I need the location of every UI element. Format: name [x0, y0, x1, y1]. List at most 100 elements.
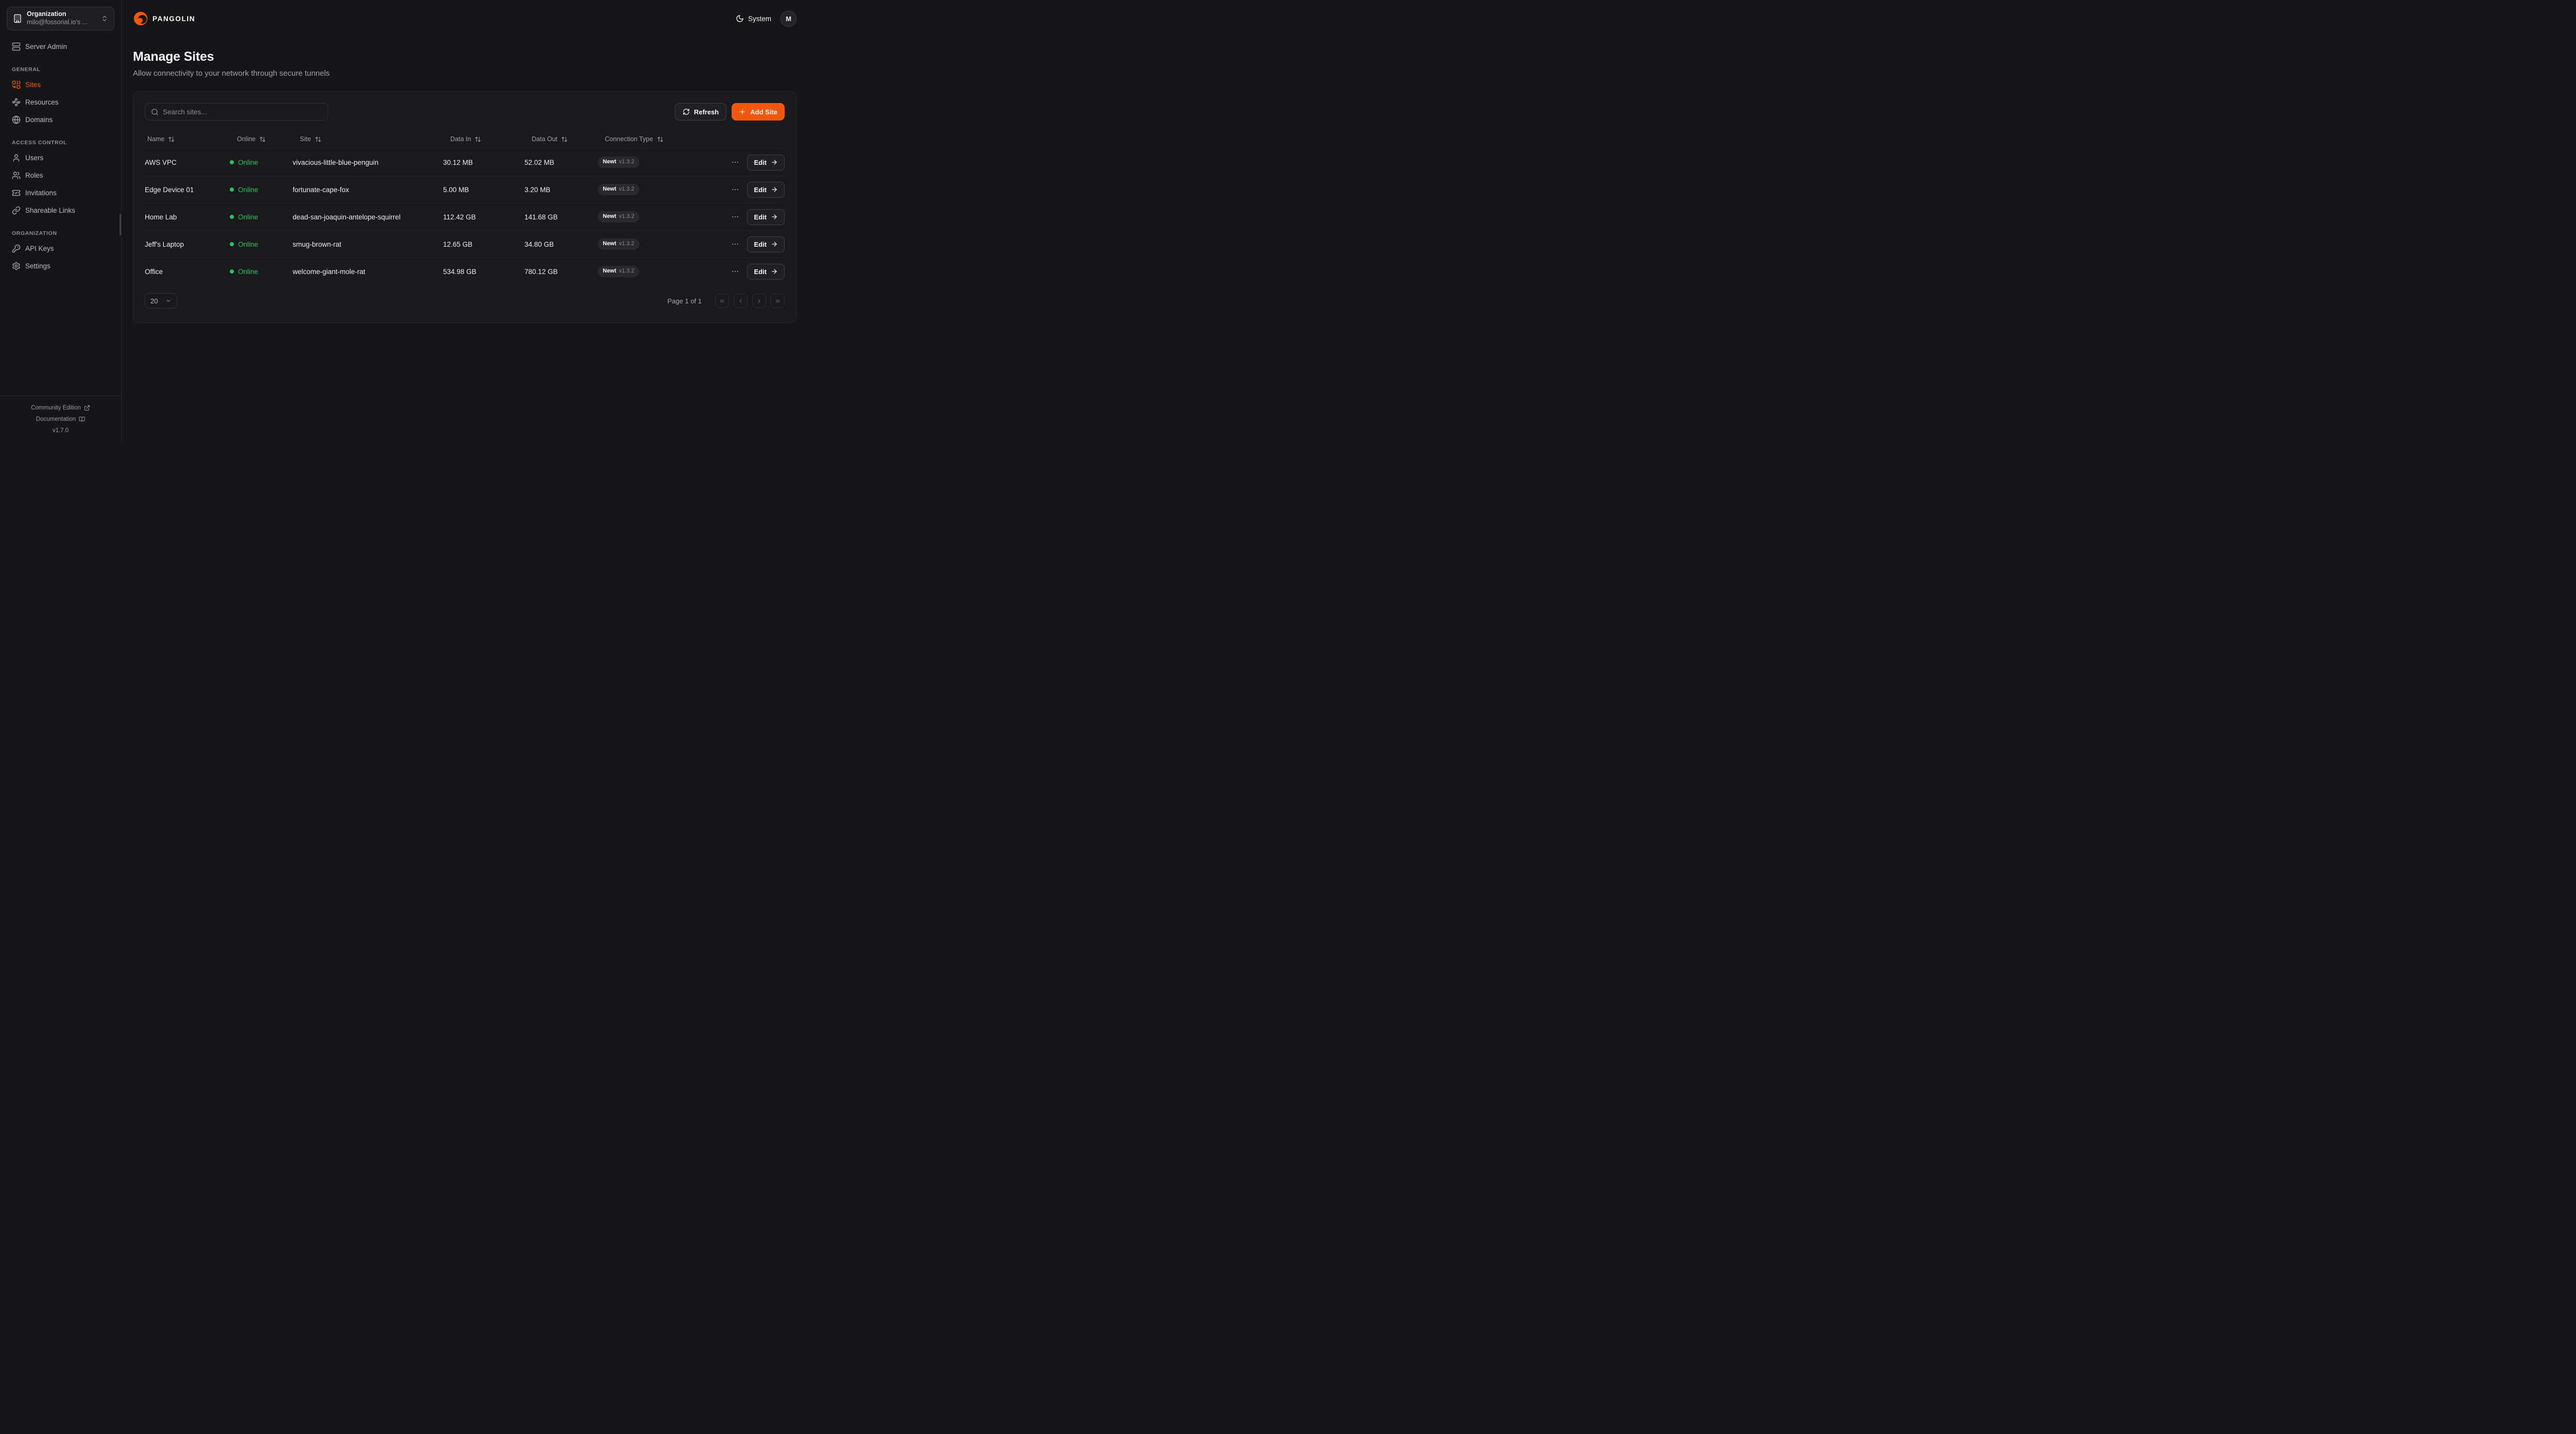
edit-button[interactable]: Edit — [747, 236, 785, 252]
connection-badge: Newt v1.3.2 — [598, 266, 640, 277]
theme-label: System — [748, 14, 771, 23]
cell-connection-type: Newt v1.3.2 — [598, 238, 724, 250]
sort-icon — [474, 136, 481, 143]
cell-site: fortunate-cape-fox — [293, 185, 349, 194]
table-row[interactable]: Office Online welcome-giant-mole-rat 534.98… — [145, 258, 785, 285]
pagination: 20 Page 1 of 1 — [145, 293, 785, 309]
row-menu-button[interactable] — [731, 158, 739, 166]
column-header-connection-type[interactable]: Connection Type — [598, 135, 724, 143]
table-row[interactable]: Edge Device 01 Online fortunate-cape-fox 5.… — [145, 176, 785, 203]
connection-badge: Newt v1.3.2 — [598, 211, 640, 223]
sort-icon — [259, 136, 266, 143]
sidebar-item-domains[interactable]: Domains — [7, 111, 114, 128]
search-input[interactable] — [163, 108, 322, 116]
sidebar-item-roles[interactable]: Roles — [7, 167, 114, 183]
sidebar-item-settings[interactable]: Settings — [7, 258, 114, 274]
sidebar-item-label: Domains — [25, 115, 53, 124]
sidebar-footer: Community Edition Documentation v1.7.0 — [0, 396, 121, 443]
main-area: PANGOLIN System M Manage Sites Allow con… — [122, 0, 808, 443]
edit-button[interactable]: Edit — [747, 263, 785, 280]
sidebar-item-label: Invitations — [25, 189, 57, 197]
column-header-data-in[interactable]: Data In — [443, 135, 524, 143]
sidebar-item-shareable-links[interactable]: Shareable Links — [7, 202, 114, 218]
cell-data-out: 141.68 GB — [524, 213, 558, 221]
edit-button[interactable]: Edit — [747, 209, 785, 225]
page-info: Page 1 of 1 — [667, 297, 702, 305]
version-label: v1.7.0 — [52, 428, 69, 434]
external-link-icon — [84, 405, 90, 411]
page-size-select[interactable]: 20 — [145, 293, 177, 309]
column-header-site[interactable]: Site — [293, 135, 443, 143]
nav-section-label: GENERAL — [12, 66, 41, 73]
community-edition-link[interactable]: Community Edition — [5, 402, 116, 414]
sidebar-item-users[interactable]: Users — [7, 149, 114, 166]
globe-icon — [12, 115, 21, 124]
status-dot — [230, 160, 234, 164]
status-dot — [230, 269, 234, 274]
org-selector[interactable]: Organization milo@fossorial.io's ... — [7, 7, 114, 30]
cell-connection-type: Newt v1.3.2 — [598, 266, 724, 277]
cell-data-out: 780.12 GB — [524, 267, 558, 276]
sidebar-item-label: Server Admin — [25, 42, 67, 50]
cell-online: Online — [230, 159, 293, 166]
cell-connection-type: Newt v1.3.2 — [598, 184, 724, 195]
pangolin-logo-icon — [133, 11, 148, 26]
row-menu-button[interactable] — [731, 185, 739, 194]
row-menu-button[interactable] — [731, 240, 739, 248]
status-label: Online — [238, 213, 259, 221]
sidebar-item-label: API Keys — [25, 244, 54, 252]
waypoints-icon — [12, 98, 21, 107]
ellipsis-icon — [731, 185, 739, 194]
status-label: Online — [238, 267, 259, 276]
table-row[interactable]: Jeff's Laptop Online smug-brown-rat 12.65 G… — [145, 230, 785, 258]
table-row[interactable]: AWS VPC Online vivacious-little-blue-pengu… — [145, 148, 785, 176]
pagination-last-button[interactable] — [771, 294, 785, 308]
cell-name: Edge Device 01 — [145, 185, 194, 194]
sidebar-item-label: Settings — [25, 262, 50, 270]
column-header-data-out[interactable]: Data Out — [524, 135, 598, 143]
documentation-link[interactable]: Documentation — [5, 414, 116, 425]
cell-site: dead-san-joaquin-antelope-squirrel — [293, 213, 401, 221]
cell-online: Online — [230, 241, 293, 248]
avatar[interactable]: M — [781, 10, 796, 27]
column-header-name[interactable]: Name — [145, 135, 230, 143]
sidebar-scrollbar-thumb[interactable] — [120, 214, 121, 235]
sidebar-item-server-admin[interactable]: Server Admin — [7, 38, 114, 55]
column-header-online[interactable]: Online — [230, 135, 293, 143]
sidebar-item-invitations[interactable]: Invitations — [7, 184, 114, 201]
app-root: Organization milo@fossorial.io's ... Ser… — [0, 0, 808, 443]
add-site-button[interactable]: Add Site — [732, 103, 785, 121]
theme-toggle[interactable]: System — [736, 14, 771, 23]
sidebar-item-api-keys[interactable]: API Keys — [7, 240, 114, 257]
sort-icon — [168, 136, 175, 143]
refresh-button[interactable]: Refresh — [674, 103, 727, 121]
ellipsis-icon — [731, 240, 739, 248]
edit-button[interactable]: Edit — [747, 181, 785, 198]
pagination-first-button[interactable] — [715, 294, 729, 308]
brand-link[interactable]: PANGOLIN — [133, 11, 195, 26]
cell-data-in: 534.98 GB — [443, 267, 477, 276]
sidebar-item-sites[interactable]: Sites — [7, 76, 114, 93]
sidebar: Organization milo@fossorial.io's ... Ser… — [0, 0, 122, 443]
cell-online: Online — [230, 268, 293, 276]
sort-icon — [315, 136, 321, 143]
pagination-next-button[interactable] — [752, 294, 766, 308]
chevron-right-icon — [756, 298, 762, 304]
row-menu-button[interactable] — [731, 267, 739, 276]
sidebar-item-resources[interactable]: Resources — [7, 94, 114, 110]
edit-button[interactable]: Edit — [747, 154, 785, 170]
refresh-icon — [683, 108, 690, 115]
page-title: Manage Sites — [133, 49, 214, 64]
sidebar-item-label: Users — [25, 153, 44, 162]
arrow-right-icon — [771, 213, 778, 220]
sites-toolbar: Refresh Add Site — [145, 103, 785, 121]
chevrons-right-icon — [774, 298, 781, 304]
chevron-down-icon — [165, 298, 172, 304]
ellipsis-icon — [731, 267, 739, 276]
pagination-prev-button[interactable] — [734, 294, 748, 308]
sidebar-item-label: Roles — [25, 171, 43, 179]
row-menu-button[interactable] — [731, 213, 739, 221]
status-label: Online — [238, 185, 259, 194]
table-row[interactable]: Home Lab Online dead-san-joaquin-antelope-… — [145, 203, 785, 230]
